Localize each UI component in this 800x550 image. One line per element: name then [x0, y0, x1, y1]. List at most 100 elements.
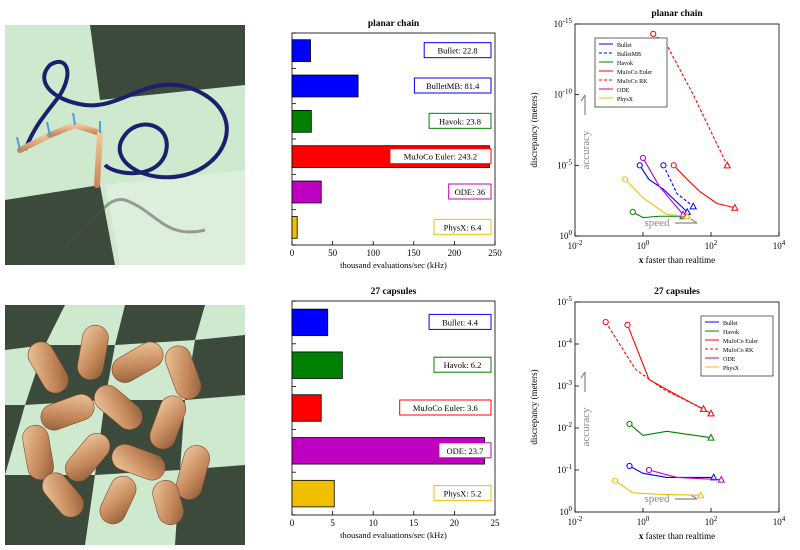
- bar-label-box: [438, 442, 492, 459]
- legend-entry: PhysX: [723, 366, 740, 372]
- accuracy-arrow: [580, 94, 586, 102]
- bar-label-box: [433, 356, 492, 373]
- x-axis-label: thousand evaluations/sec (kHz): [340, 530, 447, 540]
- series-marker: [660, 162, 667, 169]
- series-marker: [683, 211, 692, 220]
- bar-label: MuJoCo Euler: 3.6: [413, 403, 478, 413]
- chart-title: planar chain: [651, 9, 703, 19]
- legend-entry: Havok: [723, 330, 739, 336]
- bar-label: ODE: 36: [455, 187, 485, 197]
- bar-label-box: [433, 218, 492, 235]
- y-tick-label: 10-5: [557, 295, 572, 307]
- floor-light-tile: [105, 170, 245, 265]
- chain-links: [17, 122, 103, 188]
- x-tick-label: 25: [491, 518, 501, 528]
- chart-title: 27 capsules: [371, 287, 417, 297]
- x-tick-label: 104: [773, 239, 786, 251]
- plot-frame: [574, 23, 780, 237]
- series-marker: [689, 202, 698, 210]
- x-axis-label: x faster than realtime: [639, 531, 715, 541]
- plot-frame: [574, 301, 780, 513]
- x-tick-label: 50: [328, 248, 338, 258]
- legend-entry: Bullet: [617, 43, 632, 49]
- series-marker: [611, 477, 619, 484]
- x-tick-label: 10-2: [568, 239, 583, 251]
- x-tick-label: 15: [409, 518, 419, 528]
- y-axis-label: discrepancy (meters): [529, 92, 539, 167]
- bar-label-box: [433, 485, 492, 502]
- series-line: [626, 324, 712, 414]
- capsules: [22, 324, 210, 525]
- y-tick-label: 10-10: [554, 88, 573, 100]
- x-tick-label: 250: [488, 248, 502, 258]
- bar: [291, 74, 359, 98]
- series-line: [629, 423, 712, 439]
- series-line: [662, 165, 694, 207]
- speed-arrow: [690, 494, 698, 500]
- capsules-bar-chart: 27 capsules 0 5 10 15 20 25 thousand evaluation…: [290, 287, 501, 540]
- y-tick-label: 10-4: [557, 337, 572, 349]
- y-tick-label: 10-2: [557, 421, 572, 433]
- chart-title: 27 capsules: [654, 287, 700, 297]
- x-axis-label: x faster than realtime: [639, 255, 715, 265]
- legend-box: [594, 37, 668, 108]
- x-tick-label: 0: [290, 248, 295, 258]
- y-tick-label: 10-3: [557, 379, 572, 391]
- x-tick-label: 200: [448, 248, 462, 258]
- floor-dark-tile: [5, 185, 115, 265]
- legend-entry: MuJoCo Euler: [723, 339, 758, 345]
- joint-markers: [16, 112, 101, 151]
- series-marker: [636, 162, 643, 169]
- x-tick-label: 10-2: [568, 515, 583, 527]
- x-tick-label: 150: [407, 248, 421, 258]
- trajectory-curve: [23, 59, 229, 180]
- legend-box: [700, 315, 774, 377]
- y-tick-label: 100: [560, 505, 573, 517]
- bar: [291, 479, 335, 508]
- series-marker: [707, 409, 715, 417]
- series-line: [632, 211, 683, 219]
- series-marker: [723, 161, 732, 169]
- trajectory-shadow: [64, 198, 206, 247]
- series-marker: [622, 176, 629, 183]
- bar: [291, 39, 311, 63]
- series-line: [639, 165, 688, 213]
- x-tick-label: 100: [637, 515, 650, 527]
- x-tick-label: 102: [705, 239, 718, 251]
- planar-chain-render: [5, 25, 245, 265]
- bar: [291, 308, 329, 337]
- series-line: [629, 465, 714, 478]
- series-line: [624, 179, 688, 217]
- chart-title: planar chain: [368, 19, 420, 29]
- series-marker: [670, 162, 677, 169]
- legend-entry: Havok: [617, 61, 633, 67]
- x-tick-label: 102: [705, 515, 718, 527]
- legend-entry: ODE: [723, 357, 736, 363]
- series-line: [648, 469, 722, 481]
- series-marker: [629, 208, 636, 216]
- x-tick-label: 10: [369, 518, 379, 528]
- accuracy-annotation: accuracy: [580, 130, 592, 170]
- legend-entry: MuJoCo RK: [617, 79, 648, 85]
- bar-label: ODE: 23.7: [447, 446, 484, 456]
- bar-label-box: [428, 313, 492, 330]
- bar: [291, 109, 312, 133]
- series-marker: [709, 473, 718, 481]
- series-marker: [626, 462, 633, 470]
- accuracy-arrow: [580, 371, 586, 379]
- x-tick-label: 100: [637, 239, 650, 251]
- x-tick-label: 104: [773, 515, 786, 527]
- bar: [291, 351, 343, 379]
- x-tick-label: 5: [330, 518, 335, 528]
- bar-label-box: [423, 42, 492, 59]
- bar-label: PhysX: 5.2: [444, 489, 482, 499]
- x-tick-label: 0: [290, 518, 295, 528]
- legend-entry: BulletMB: [617, 52, 641, 58]
- bar-label: MuJoCo Euler: 243.2: [404, 152, 477, 162]
- y-tick-label: 10-15: [554, 17, 573, 29]
- legend-entry: ODE: [617, 88, 630, 94]
- capsules-render: [5, 305, 245, 545]
- series-line: [605, 321, 704, 410]
- series-marker: [699, 404, 708, 412]
